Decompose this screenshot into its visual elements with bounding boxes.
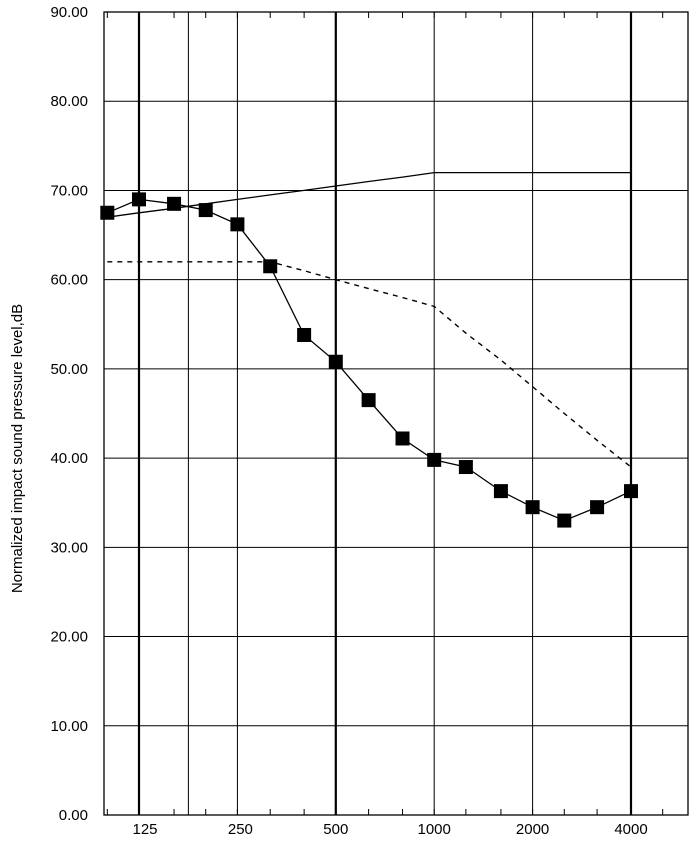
y-tick-label: 90.00 — [50, 4, 88, 21]
data-point-marker — [557, 513, 572, 528]
data-point-marker — [493, 484, 508, 499]
data-point-marker — [624, 484, 638, 499]
x-tick-label: 250 — [228, 821, 253, 838]
data-point-marker — [263, 259, 278, 274]
y-tick-label: 40.00 — [50, 450, 88, 467]
vertical-gridlines — [137, 12, 633, 815]
x-tick-labels: 125 250 500 1000 2000 4000 — [132, 821, 647, 838]
y-tick-label: 30.00 — [50, 539, 88, 556]
y-tick-label: 20.00 — [50, 629, 88, 646]
data-point-marker — [525, 500, 540, 515]
series-line-3 — [107, 261, 632, 468]
data-point-marker — [297, 327, 312, 342]
x-tick-label: 4000 — [614, 821, 647, 838]
data-point-marker — [100, 205, 115, 220]
data-point-marker — [395, 431, 410, 446]
y-tick-label: 80.00 — [50, 93, 88, 110]
data-point-marker — [198, 203, 213, 218]
y-tick-label: 0.00 — [59, 807, 88, 824]
marker-layer — [100, 192, 638, 528]
x-tick-label: 2000 — [516, 821, 549, 838]
y-axis-title: Normalized impact sound pressure level,d… — [9, 304, 26, 593]
y-tick-label: 50.00 — [50, 361, 88, 378]
data-point-marker — [427, 452, 442, 467]
x-tick-label: 125 — [132, 821, 157, 838]
series-layer — [107, 171, 632, 522]
x-minor-ticks — [106, 12, 664, 815]
data-point-marker — [167, 196, 182, 211]
plot-area-frame — [103, 11, 689, 816]
y-tick-label: 70.00 — [50, 182, 88, 199]
data-point-marker — [230, 217, 245, 232]
series-line-1 — [107, 198, 632, 522]
data-point-marker — [458, 460, 473, 475]
x-tick-label: 1000 — [418, 821, 451, 838]
y-tick-label: 10.00 — [50, 718, 88, 735]
data-point-marker — [328, 354, 343, 369]
data-point-marker — [361, 393, 376, 408]
horizontal-gridlines — [104, 100, 688, 727]
x-tick-label: 500 — [323, 821, 348, 838]
data-point-marker — [590, 500, 605, 515]
y-tick-labels: 0.00 10.00 20.00 30.00 40.00 50.00 60.00 70.00 8… — [50, 4, 88, 824]
data-point-marker — [132, 192, 146, 207]
y-tick-label: 60.00 — [50, 272, 88, 289]
series-line-2 — [107, 171, 631, 218]
